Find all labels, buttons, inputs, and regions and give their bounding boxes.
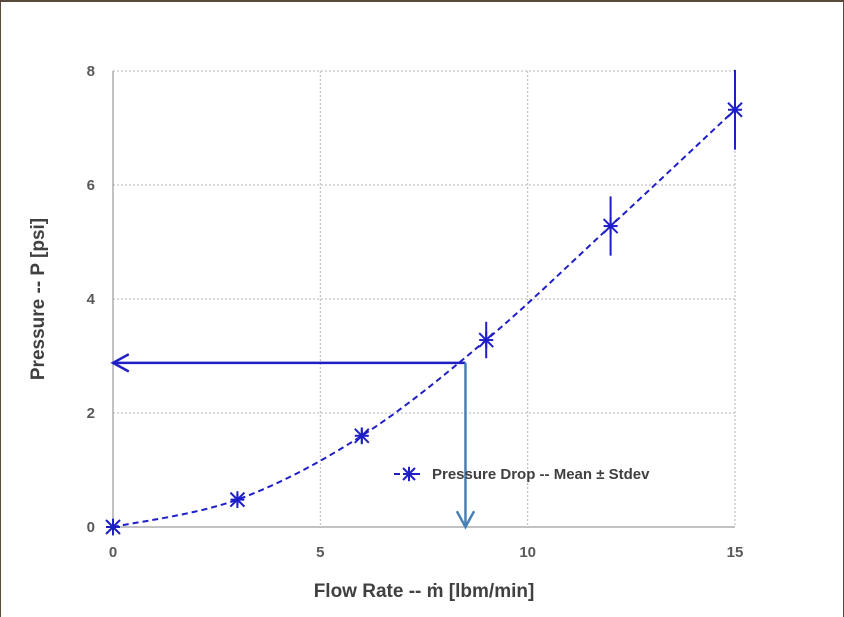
legend-label: Pressure Drop -- Mean ± Stdev <box>432 466 650 483</box>
y-tick-label: 6 <box>87 177 95 194</box>
annotation-arrow-head <box>455 510 476 530</box>
x-tick-labels: 0 5 10 15 <box>109 544 744 561</box>
x-tick-label: 10 <box>519 544 536 561</box>
annotation-arrows <box>110 353 476 530</box>
y-axis-title: Pressure -- P [psi] <box>28 218 49 380</box>
legend-marker-icon <box>402 466 416 482</box>
legend: Pressure Drop -- Mean ± Stdev <box>394 466 650 483</box>
x-tick-label: 15 <box>727 544 744 561</box>
data-point <box>727 101 743 119</box>
y-tick-label: 2 <box>87 405 95 422</box>
y-tick-label: 8 <box>87 63 95 80</box>
data-point <box>229 491 246 509</box>
x-axis-title: Flow Rate -- ṁ [lbm/min] <box>314 581 535 602</box>
y-tick-label: 4 <box>87 291 96 308</box>
error-bars <box>112 69 736 530</box>
series-dashed-line <box>112 109 736 528</box>
data-point <box>354 427 370 445</box>
x-tick-label: 0 <box>109 544 117 561</box>
data-markers <box>105 101 743 536</box>
grid-lines <box>113 70 736 527</box>
y-tick-labels: 0 2 4 6 8 <box>87 63 96 536</box>
legend-marker <box>402 466 416 482</box>
data-point <box>602 217 619 235</box>
annotation-arrow-head <box>110 353 130 373</box>
x-tick-label: 5 <box>316 544 324 561</box>
y-tick-label: 0 <box>87 519 95 536</box>
data-point <box>105 518 121 536</box>
data-point <box>478 331 494 349</box>
